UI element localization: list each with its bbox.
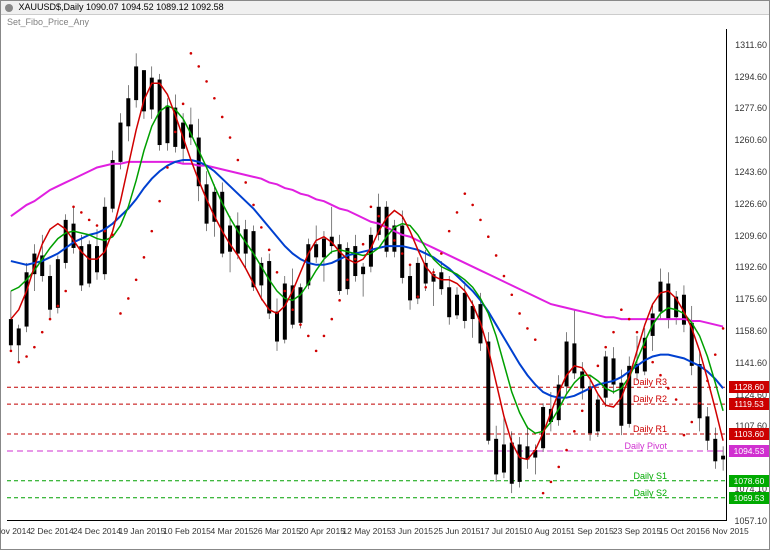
chart-svg (7, 29, 727, 521)
y-tick: 1192.60 (735, 262, 767, 272)
level-label: Daily S2 (633, 488, 667, 498)
x-tick: 10 Aug 2015 (523, 526, 571, 536)
level-label: Daily R3 (633, 377, 667, 387)
y-tick: 1294.60 (734, 72, 767, 82)
price-flag: 1128.60 (729, 381, 769, 393)
y-tick: 1243.60 (734, 167, 767, 177)
x-tick: 3 Jun 2015 (391, 526, 433, 536)
x-tick: 19 Jan 2015 (119, 526, 166, 536)
y-tick: 1226.60 (734, 199, 767, 209)
price-flag: 1069.53 (729, 492, 769, 504)
indicator-label: Set_Fibo_Price_Any (7, 17, 89, 27)
x-tick: 17 Jul 2015 (480, 526, 524, 536)
y-tick: 1209.60 (734, 231, 767, 241)
price-flag: 1078.60 (729, 475, 769, 487)
x-tick: 15 Oct 2015 (659, 526, 705, 536)
x-tick: 10 Feb 2015 (163, 526, 211, 536)
y-tick: 1311.60 (735, 40, 767, 50)
level-label: Daily R2 (633, 394, 667, 404)
x-tick: 6 Nov 2015 (705, 526, 748, 536)
price-flag: 1103.60 (729, 428, 769, 440)
x-tick: 1 Sep 2015 (570, 526, 613, 536)
y-tick: 1260.60 (734, 135, 767, 145)
y-tick: 1158.60 (735, 326, 767, 336)
x-tick: 23 Sep 2015 (613, 526, 661, 536)
y-tick: 1057.10 (734, 516, 767, 526)
x-tick: 4 Mar 2015 (211, 526, 254, 536)
chart-header: XAUUSD$,Daily 1090.07 1094.52 1089.12 10… (1, 1, 769, 15)
price-flag: 1119.53 (729, 398, 769, 410)
symbol-label: XAUUSD$,Daily 1090.07 1094.52 1089.12 10… (19, 2, 224, 12)
level-label: Daily Pivot (624, 441, 667, 451)
header-dot-icon (5, 4, 13, 12)
plot-area[interactable]: Daily R3 Daily R2 Daily R1 Daily Pivot Daily… (7, 29, 727, 521)
price-flag: 1094.53 (729, 445, 769, 457)
y-tick: 1277.60 (734, 103, 767, 113)
y-tick: 1141.60 (735, 358, 767, 368)
x-tick: 25 Jun 2015 (434, 526, 481, 536)
x-tick: 20 Apr 2015 (299, 526, 345, 536)
x-axis: 10 Nov 20142 Dec 201424 Dec 201419 Jan 2… (7, 520, 727, 549)
y-tick: 1175.60 (735, 294, 767, 304)
level-label: Daily R1 (633, 424, 667, 434)
x-tick: 12 May 2015 (342, 526, 391, 536)
x-tick: 24 Dec 2014 (73, 526, 121, 536)
x-tick: 26 Mar 2015 (253, 526, 301, 536)
x-tick: 2 Dec 2014 (30, 526, 73, 536)
trading-chart[interactable]: XAUUSD$,Daily 1090.07 1094.52 1089.12 10… (0, 0, 770, 550)
level-label: Daily S1 (633, 471, 667, 481)
x-tick: 10 Nov 2014 (0, 526, 31, 536)
